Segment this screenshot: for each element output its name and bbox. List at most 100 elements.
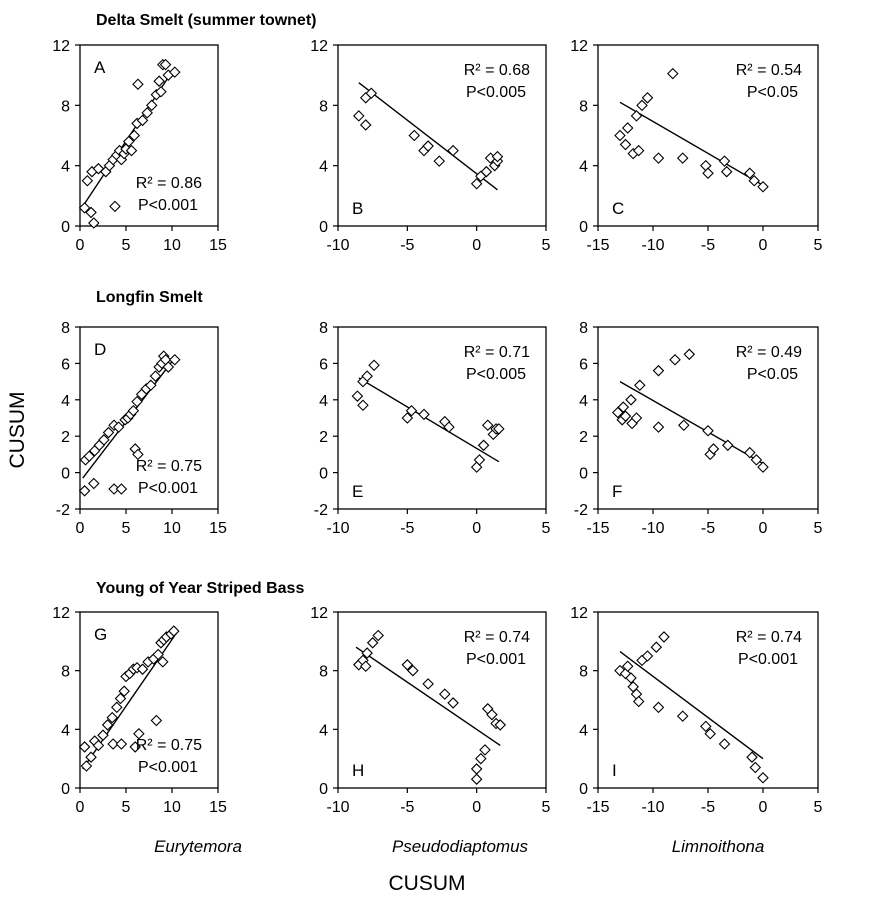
data-point-diamond xyxy=(83,450,95,462)
x-tick-label: 0 xyxy=(759,799,768,816)
p-value-label: P<0.001 xyxy=(138,480,198,497)
data-point-diamond xyxy=(720,165,733,178)
panel-d: 0 5 10 15 -2 0 2 4 6 8 D R² = 0.75 P<0.001 xyxy=(56,320,227,537)
panels-layer: 0 5 10 15 0 4 8 12 A R² = 0.86 P<0.001 -10 -5 0 5 0 4 8 12… xyxy=(52,38,822,816)
data-point-diamond xyxy=(88,217,100,229)
data-point-diamond xyxy=(155,85,167,98)
plot-frame xyxy=(79,326,219,510)
data-point-diamond xyxy=(150,714,163,727)
p-value-label: P<0.001 xyxy=(138,759,198,776)
data-point-diamond xyxy=(652,152,665,164)
y-tick-label: 12 xyxy=(310,38,328,55)
panel-letter: D xyxy=(94,340,106,359)
y-tick-label: 12 xyxy=(310,605,328,622)
y-tick-label: 0 xyxy=(579,219,588,236)
data-point-diamond xyxy=(106,711,118,724)
y-tick-label: 4 xyxy=(61,159,70,176)
data-point-diamond xyxy=(473,454,486,466)
data-point-diamond xyxy=(619,410,632,422)
data-point-diamond xyxy=(78,202,91,214)
data-point-diamond xyxy=(658,631,670,643)
data-point-diamond xyxy=(632,695,645,708)
data-point-diamond xyxy=(168,66,181,78)
x-tick-label: 0 xyxy=(76,520,85,537)
data-point-diamond xyxy=(115,483,128,495)
r-squared-label: R² = 0.49 xyxy=(736,344,802,361)
p-value-label: P<0.001 xyxy=(466,651,526,668)
p-value-label: P<0.05 xyxy=(747,366,798,383)
y-tick-label: 4 xyxy=(319,393,328,410)
data-point-diamond xyxy=(707,443,720,455)
plot-frame xyxy=(79,611,219,789)
data-point-diamond xyxy=(168,353,181,366)
data-point-diamond xyxy=(614,129,626,142)
x-tick-label: 0 xyxy=(76,237,85,254)
panel-b: -10 -5 0 5 0 4 8 12 B R² = 0.68 P<0.005 xyxy=(310,38,550,254)
data-point-diamond xyxy=(101,719,114,731)
x-tick-label: -5 xyxy=(701,520,715,537)
x-tick-label: 0 xyxy=(472,799,481,816)
x-tick-label: -5 xyxy=(400,520,414,537)
data-point-diamond xyxy=(470,177,483,190)
data-point-diamond xyxy=(702,424,714,437)
y-tick-label: 2 xyxy=(319,429,328,446)
data-point-diamond xyxy=(368,359,380,371)
r-squared-label: R² = 0.74 xyxy=(464,629,530,646)
plot-frame xyxy=(337,326,547,510)
data-point-diamond xyxy=(405,404,418,417)
data-point-diamond xyxy=(141,107,153,119)
data-point-diamond xyxy=(641,92,654,104)
data-point-diamond xyxy=(486,708,498,721)
y-axis-title: CUSUM xyxy=(6,392,29,469)
y-tick-label: 8 xyxy=(319,98,328,115)
x-tick-label: -5 xyxy=(400,799,414,816)
data-point-diamond xyxy=(127,404,140,417)
data-point-diamond xyxy=(479,744,491,756)
data-point-diamond xyxy=(107,738,119,750)
panel-g: 0 5 10 15 0 4 8 12 G R² = 0.75 P<0.001 xyxy=(52,605,227,816)
data-point-diamond xyxy=(757,771,769,784)
data-point-diamond xyxy=(422,678,434,690)
data-point-diamond xyxy=(97,729,109,741)
x-axis-title: CUSUM xyxy=(389,872,466,895)
data-point-diamond xyxy=(481,419,494,432)
r-squared-label: R² = 0.71 xyxy=(464,344,530,361)
plot-frame xyxy=(337,44,547,227)
data-point-diamond xyxy=(621,660,634,673)
data-point-diamond xyxy=(359,660,372,673)
data-point-diamond xyxy=(353,110,365,122)
data-point-diamond xyxy=(351,390,364,402)
x-tick-label: -10 xyxy=(326,520,349,537)
data-point-diamond xyxy=(634,379,646,392)
y-tick-label: 0 xyxy=(319,781,328,798)
data-point-diamond xyxy=(131,395,143,408)
y-tick-label: 6 xyxy=(579,356,588,373)
r-squared-label: R² = 0.68 xyxy=(464,62,530,79)
data-point-diamond xyxy=(133,727,145,740)
p-value-label: P<0.005 xyxy=(466,366,526,383)
y-tick-label: 6 xyxy=(61,356,70,373)
y-tick-label: 8 xyxy=(319,664,328,681)
data-point-diamond xyxy=(636,99,648,112)
data-point-diamond xyxy=(702,167,714,179)
x-tick-label: 10 xyxy=(163,799,181,816)
x-tick-label: 0 xyxy=(472,237,481,254)
data-point-diamond xyxy=(617,401,630,413)
r-squared-label: R² = 0.75 xyxy=(136,737,202,754)
x-tick-label: 10 xyxy=(163,520,181,537)
data-point-diamond xyxy=(625,672,637,684)
trend-line xyxy=(358,377,500,463)
x-tick-label: -15 xyxy=(586,237,609,254)
data-point-diamond xyxy=(650,641,663,653)
data-point-diamond xyxy=(418,408,430,421)
y-tick-label: 4 xyxy=(579,159,588,176)
panel-letter: E xyxy=(352,482,363,501)
x-tick-label: -10 xyxy=(641,520,664,537)
data-point-diamond xyxy=(676,710,689,722)
data-point-diamond xyxy=(630,110,643,122)
y-tick-label: 0 xyxy=(579,466,588,483)
y-tick-label: 4 xyxy=(319,159,328,176)
data-point-diamond xyxy=(102,426,115,439)
x-tick-label: 0 xyxy=(759,520,768,537)
data-point-diamond xyxy=(422,140,434,152)
